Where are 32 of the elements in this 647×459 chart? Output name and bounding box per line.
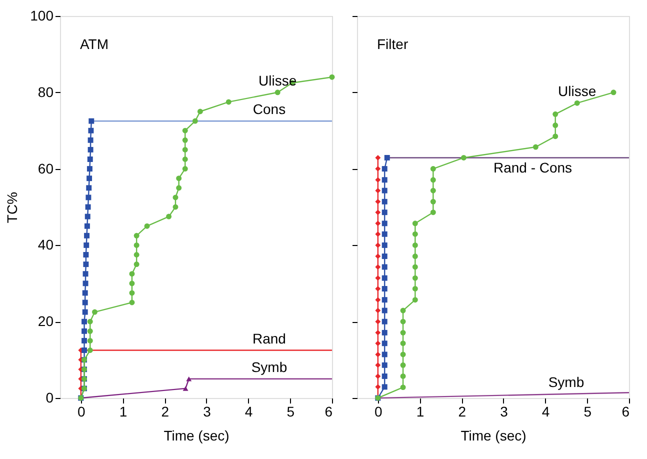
annotation: Rand - Cons [493, 160, 572, 176]
annotation: Symb [548, 374, 584, 390]
x-tick-label: 2 [458, 404, 466, 420]
annotation: Symb [251, 358, 288, 375]
y-tick-label: 0 [46, 390, 54, 406]
x-axis-title: Time (sec) [460, 428, 526, 444]
y-tick-label: 80 [38, 84, 54, 100]
x-tick-label: 0 [374, 404, 383, 420]
x-tick-label: 3 [203, 404, 212, 420]
x-tick-label: 4 [244, 404, 253, 420]
x-tick-label: 1 [119, 404, 128, 420]
x-tick-label: 4 [542, 404, 550, 420]
x-tick-label: 0 [78, 404, 86, 420]
x-axis-title: Time (sec) [164, 428, 230, 444]
annotation: Rand [252, 330, 286, 346]
y-tick-label: 60 [38, 160, 54, 176]
x-tick-label: 6 [324, 404, 333, 420]
text: Filter [377, 36, 408, 52]
annotation: Ulisse [558, 83, 596, 100]
x-tick-label: 2 [161, 404, 170, 420]
text: ATM [80, 36, 109, 52]
x-tick-label: 5 [286, 404, 295, 420]
y-axis-title: TC% [4, 192, 20, 224]
annotation: Cons [252, 101, 286, 118]
x-tick-label: 6 [622, 404, 630, 420]
y-tick-label: 20 [38, 313, 54, 330]
x-tick-label: 1 [416, 404, 424, 420]
y-tick-label: 40 [38, 236, 54, 253]
y-tick-label: 100 [30, 8, 54, 24]
x-tick-label: 3 [500, 404, 508, 420]
annotation: Ulisse [258, 72, 297, 88]
x-tick-label: 5 [584, 404, 592, 420]
